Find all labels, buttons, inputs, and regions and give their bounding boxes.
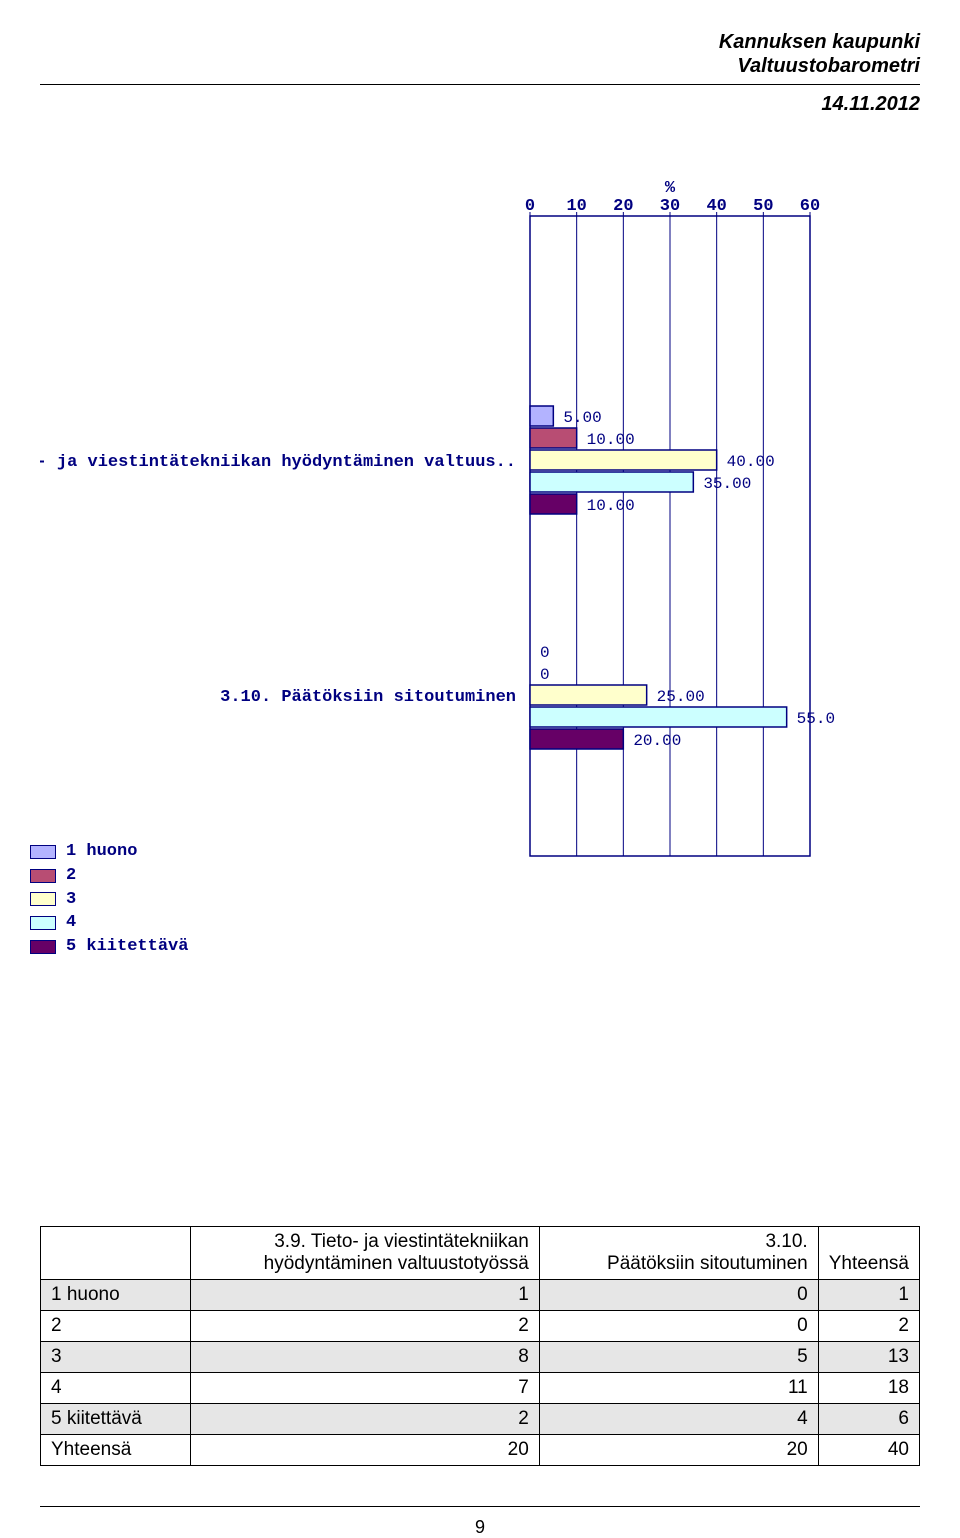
- cell-c1: 20: [191, 1435, 539, 1466]
- bar: [530, 707, 787, 727]
- bar-value-label: 55.0: [797, 710, 835, 728]
- row-label: Yhteensä: [41, 1435, 191, 1466]
- page-number: 9: [40, 1517, 920, 1538]
- row-label: 2: [41, 1311, 191, 1342]
- bar-value-label: 25.00: [657, 688, 705, 706]
- table-row: 471118: [41, 1373, 920, 1404]
- bar: [530, 685, 647, 705]
- bar: [530, 406, 553, 426]
- row-label: 5 kiitettävä: [41, 1404, 191, 1435]
- legend-row: 1 huono: [30, 840, 188, 864]
- table-row: 2202: [41, 1311, 920, 1342]
- bar: [530, 729, 623, 749]
- cell-c1: 1: [191, 1280, 539, 1311]
- legend-swatch: [30, 869, 56, 883]
- axis-label: %: [665, 179, 676, 198]
- cell-c2: 0: [539, 1280, 818, 1311]
- bar-value-label: 5.00: [563, 409, 601, 427]
- col3-header: Yhteensä: [818, 1227, 919, 1280]
- legend-swatch: [30, 916, 56, 930]
- bar: [530, 450, 717, 470]
- row-label: 4: [41, 1373, 191, 1404]
- header-date: 14.11.2012: [40, 93, 920, 116]
- legend-label: 3: [66, 888, 76, 912]
- legend-swatch: [30, 940, 56, 954]
- bar: [530, 494, 577, 514]
- header-line2: Valtuustobarometri: [40, 54, 920, 78]
- bar: [530, 428, 577, 448]
- cell-c1: 7: [191, 1373, 539, 1404]
- col1-header-l1: 3.9. Tieto- ja viestintätekniikan: [201, 1231, 528, 1253]
- cell-c3: 40: [818, 1435, 919, 1466]
- col2-header-l2: Päätöksiin sitoutuminen: [550, 1253, 808, 1275]
- table-row: Yhteensä202040: [41, 1435, 920, 1466]
- group-title: 3.10. Päätöksiin sitoutuminen: [220, 688, 516, 707]
- chart-legend: 1 huono2345 kiitettävä: [30, 840, 188, 959]
- data-table-wrap: 3.9. Tieto- ja viestintätekniikan hyödyn…: [40, 1226, 920, 1466]
- cell-c3: 6: [818, 1404, 919, 1435]
- header-line1: Kannuksen kaupunki: [40, 30, 920, 54]
- legend-row: 3: [30, 888, 188, 912]
- cell-c2: 0: [539, 1311, 818, 1342]
- bar-value-label: 0: [540, 666, 550, 684]
- table-row: 5 kiitettävä246: [41, 1404, 920, 1435]
- legend-swatch: [30, 845, 56, 859]
- legend-swatch: [30, 892, 56, 906]
- bar-value-label: 40.00: [727, 453, 775, 471]
- group-title: 3.9. Tieto- ja viestintätekniikan hyödyn…: [40, 453, 516, 472]
- bar-value-label: 20.00: [633, 732, 681, 750]
- cell-c2: 5: [539, 1342, 818, 1373]
- legend-label: 4: [66, 911, 76, 935]
- row-label: 3: [41, 1342, 191, 1373]
- bar-value-label: 0: [540, 644, 550, 662]
- cell-c1: 2: [191, 1311, 539, 1342]
- bar-value-label: 10.00: [587, 431, 635, 449]
- col1-header-l2: hyödyntäminen valtuustotyössä: [201, 1253, 528, 1275]
- cell-c3: 1: [818, 1280, 919, 1311]
- cell-c2: 11: [539, 1373, 818, 1404]
- bar-value-label: 35.00: [703, 475, 751, 493]
- footer-rule: [40, 1506, 920, 1507]
- legend-label: 1 huono: [66, 840, 137, 864]
- col2-header-l1: 3.10.: [550, 1231, 808, 1253]
- header-rule: [40, 84, 920, 85]
- cell-c3: 18: [818, 1373, 919, 1404]
- legend-row: 4: [30, 911, 188, 935]
- legend-row: 5 kiitettävä: [30, 935, 188, 959]
- legend-label: 5 kiitettävä: [66, 935, 188, 959]
- cell-c3: 13: [818, 1342, 919, 1373]
- legend-label: 2: [66, 864, 76, 888]
- bar-value-label: 10.00: [587, 497, 635, 515]
- table-row: 1 huono101: [41, 1280, 920, 1311]
- cell-c2: 20: [539, 1435, 818, 1466]
- data-table: 3.9. Tieto- ja viestintätekniikan hyödyn…: [40, 1226, 920, 1466]
- legend-row: 2: [30, 864, 188, 888]
- cell-c2: 4: [539, 1404, 818, 1435]
- row-label: 1 huono: [41, 1280, 191, 1311]
- cell-c1: 8: [191, 1342, 539, 1373]
- cell-c1: 2: [191, 1404, 539, 1435]
- bar: [530, 472, 693, 492]
- cell-c3: 2: [818, 1311, 919, 1342]
- table-row: 38513: [41, 1342, 920, 1373]
